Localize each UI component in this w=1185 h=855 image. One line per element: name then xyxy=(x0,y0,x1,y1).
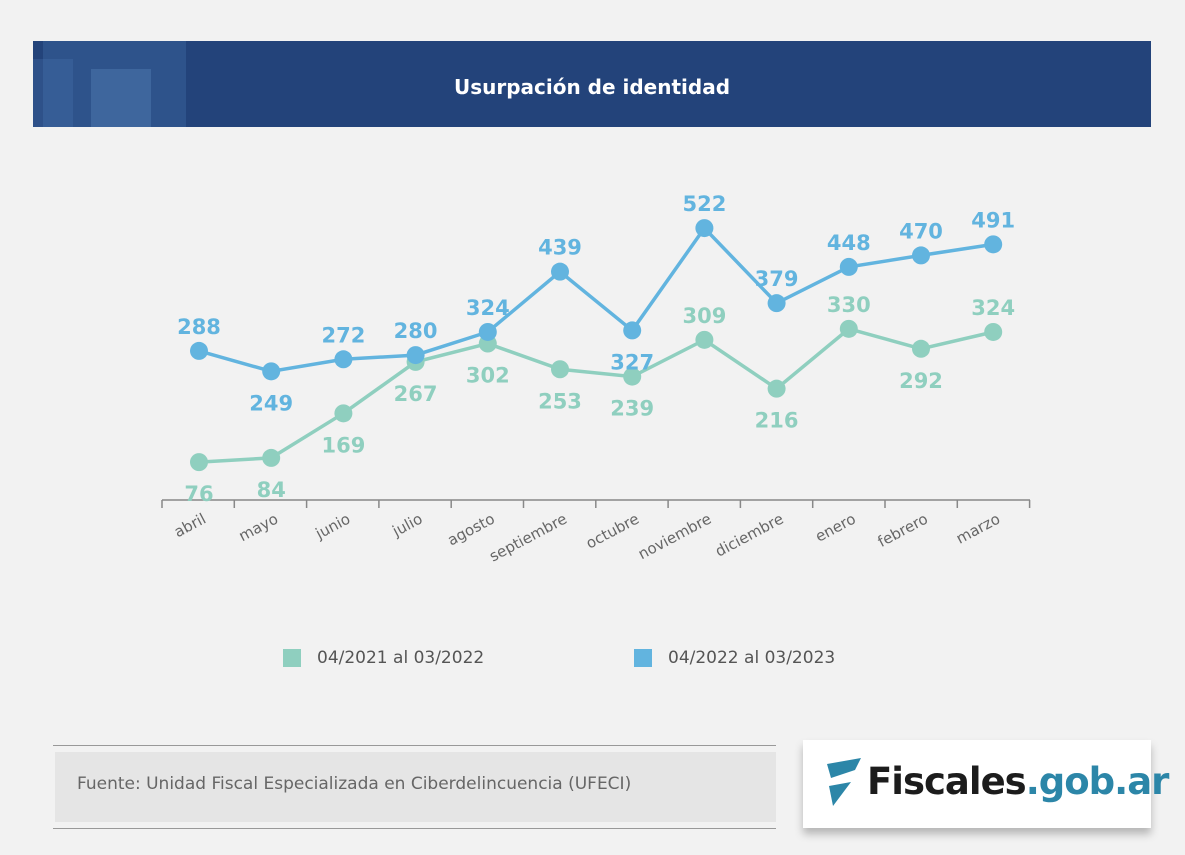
data-label: 324 xyxy=(466,296,510,320)
data-label: 330 xyxy=(827,293,871,317)
data-label: 327 xyxy=(610,350,654,374)
data-point xyxy=(262,448,281,467)
data-label: 280 xyxy=(394,319,438,343)
data-label: 379 xyxy=(755,267,799,291)
source-note: Fuente: Unidad Fiscal Especializada en C… xyxy=(53,745,776,829)
data-point xyxy=(984,235,1003,254)
legend-item-series-1: 04/2021 al 03/2022 xyxy=(283,648,484,668)
data-point xyxy=(334,350,353,369)
x-tick-label: septiembre xyxy=(486,510,570,566)
data-label: 522 xyxy=(682,192,726,216)
data-label: 288 xyxy=(177,315,221,339)
data-point xyxy=(839,257,858,276)
data-point xyxy=(551,262,569,281)
series-line xyxy=(198,326,994,464)
data-point xyxy=(190,341,208,360)
x-tick-label: febrero xyxy=(875,510,931,551)
data-label: 491 xyxy=(971,208,1015,232)
data-label: 439 xyxy=(538,236,582,260)
x-tick-label: abril xyxy=(171,510,209,541)
series-2: 288 249 272 280 324 439 327 522 379 448 470 491 xyxy=(177,192,1015,415)
x-tick-label: marzo xyxy=(953,510,1003,548)
data-label: 470 xyxy=(899,219,943,243)
data-label: 253 xyxy=(538,389,582,413)
data-point xyxy=(262,362,281,381)
legend-label: 04/2021 al 03/2022 xyxy=(317,648,485,668)
data-point xyxy=(912,339,930,358)
data-point xyxy=(551,360,569,379)
data-point xyxy=(623,321,642,340)
x-tick-label: enero xyxy=(812,510,858,546)
series-line xyxy=(198,225,994,374)
legend-item-series-2: 04/2022 al 03/2023 xyxy=(634,648,835,668)
data-point xyxy=(767,294,786,313)
data-point xyxy=(334,404,353,423)
source-text: Fuente: Unidad Fiscal Especializada en C… xyxy=(77,774,632,794)
data-label: 249 xyxy=(249,391,293,415)
data-point xyxy=(695,219,714,238)
series-1: 76 84 169 267 302 253 239 309 216 330 292 324 xyxy=(184,293,1015,506)
data-label: 302 xyxy=(466,364,510,388)
data-point xyxy=(912,246,930,265)
data-label: 309 xyxy=(682,304,726,328)
data-label: 239 xyxy=(610,397,654,421)
data-label: 292 xyxy=(899,369,943,393)
x-tick-label: agosto xyxy=(444,510,497,550)
data-label: 448 xyxy=(827,231,871,255)
legend-label: 04/2022 al 03/2023 xyxy=(668,648,836,668)
data-point xyxy=(984,322,1003,341)
chart-title: Usurpación de identidad xyxy=(453,75,731,99)
data-point xyxy=(478,322,497,341)
data-label: 216 xyxy=(755,409,799,433)
legend-swatch xyxy=(283,649,301,667)
data-label: 76 xyxy=(184,482,213,506)
data-point xyxy=(839,319,858,338)
x-tick-label: octubre xyxy=(583,510,642,553)
x-tick-label: mayo xyxy=(236,510,281,546)
data-label: 84 xyxy=(257,478,286,502)
data-point xyxy=(767,379,786,398)
legend-swatch xyxy=(634,649,652,667)
x-tick-label: junio xyxy=(312,510,354,544)
data-point xyxy=(695,330,714,349)
data-point xyxy=(623,367,642,386)
data-label: 267 xyxy=(394,382,438,406)
data-label: 272 xyxy=(321,323,365,347)
x-tick-label: diciembre xyxy=(712,510,786,561)
x-tick-label: julio xyxy=(389,510,426,541)
data-point xyxy=(406,346,425,365)
fiscales-logo: Fiscales.gob.ar xyxy=(803,740,1169,828)
data-label: 324 xyxy=(971,296,1015,320)
data-point xyxy=(190,453,208,472)
fiscales-f-logo-icon xyxy=(827,758,861,806)
x-tick-label: noviembre xyxy=(635,510,714,564)
header-banner: Usurpación de identidad xyxy=(33,41,1151,127)
data-label: 169 xyxy=(321,433,365,457)
logo-text: Fiscales.gob.ar xyxy=(867,760,1169,803)
